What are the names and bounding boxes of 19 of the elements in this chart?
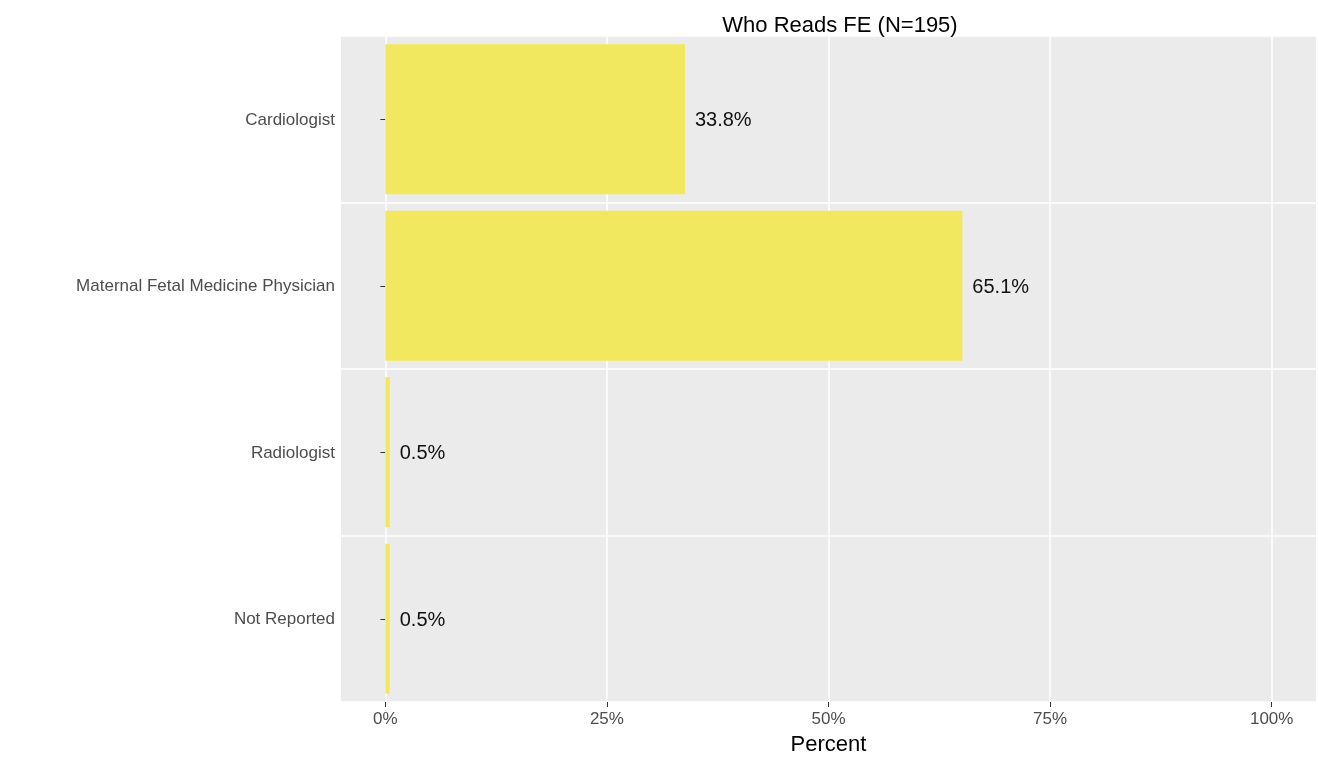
x-axis-title: Percent — [790, 730, 867, 756]
x-tick-label: 75% — [1033, 709, 1068, 728]
data-label: 33.8% — [694, 108, 752, 131]
y-tick-label: Radiologist — [250, 442, 336, 462]
data-label: 0.5% — [399, 441, 446, 464]
y-tick-label: Cardiologist — [245, 109, 336, 129]
chart-title: Who Reads FE (N=195) — [722, 11, 958, 37]
data-label: 65.1% — [972, 274, 1030, 297]
bar — [385, 543, 390, 694]
x-tick-label: 50% — [811, 709, 846, 728]
y-tick-label: Maternal Fetal Medicine Physician — [76, 276, 335, 296]
x-tick-label: 25% — [589, 709, 624, 728]
data-label: 0.5% — [399, 607, 446, 630]
bar — [385, 44, 685, 195]
bar — [385, 210, 963, 361]
bar — [385, 377, 390, 528]
x-tick-label: 0% — [373, 709, 398, 728]
y-tick-label: Not Reported — [233, 609, 335, 629]
x-tick-label: 100% — [1249, 709, 1294, 728]
